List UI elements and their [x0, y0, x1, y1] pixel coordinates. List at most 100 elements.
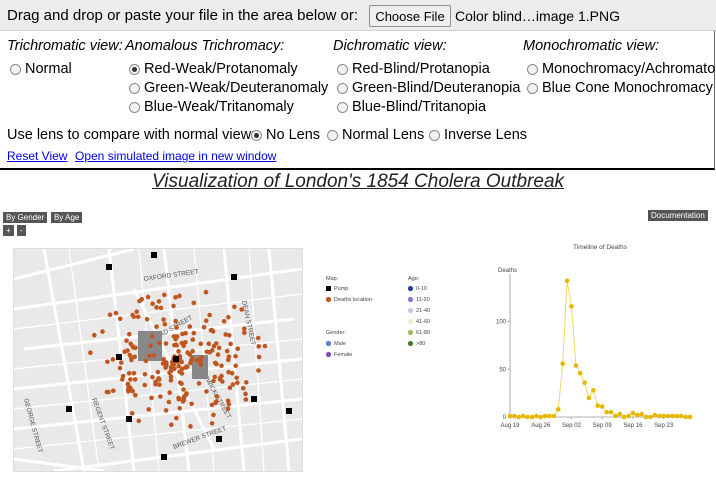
death-marker — [198, 360, 203, 366]
death-marker — [226, 314, 231, 320]
radio-tritanomaly[interactable]: Blue-Weak/Tritanomaly — [129, 98, 294, 116]
death-marker — [163, 341, 169, 346]
data-point — [599, 404, 605, 409]
death-marker — [134, 309, 139, 314]
death-marker — [235, 380, 240, 386]
death-marker — [142, 382, 148, 388]
legend-swatch — [325, 351, 332, 358]
data-point — [683, 414, 688, 420]
death-marker — [125, 387, 131, 392]
data-point — [626, 413, 631, 419]
radio-protanomaly[interactable]: Red-Weak/Protanomaly — [129, 60, 298, 78]
death-marker — [157, 382, 162, 387]
pump-marker — [106, 264, 112, 270]
radio-achromatopsia-button[interactable] — [527, 63, 538, 75]
by-gender-button[interactable]: By Gender — [3, 212, 48, 223]
legend-gender-item: Female — [334, 352, 352, 358]
radio-tritanopia-button[interactable] — [337, 101, 348, 113]
death-marker — [179, 371, 185, 376]
by-age-button[interactable]: By Age — [51, 212, 83, 223]
death-marker — [155, 369, 161, 375]
death-marker — [229, 371, 235, 376]
documentation-button[interactable]: Documentation — [648, 210, 708, 221]
death-marker — [176, 349, 181, 354]
death-marker — [168, 378, 174, 383]
data-point — [564, 278, 570, 283]
radio-blue-cone-button[interactable] — [527, 82, 538, 94]
radio-deuteranomaly-button[interactable] — [129, 82, 140, 94]
death-marker — [188, 360, 193, 366]
death-marker — [167, 390, 172, 395]
death-marker — [100, 329, 105, 334]
death-marker — [225, 406, 231, 412]
death-marker — [137, 298, 142, 304]
death-marker — [220, 379, 225, 384]
death-marker — [230, 382, 236, 387]
open-image-link[interactable]: Open simulated image in new window — [75, 149, 277, 163]
death-marker — [169, 367, 174, 373]
radio-deuteranopia[interactable]: Green-Blind/Deuteranopia — [337, 79, 520, 97]
death-marker — [171, 303, 176, 309]
zoom-out-button[interactable]: - — [17, 225, 26, 236]
death-marker — [154, 305, 159, 310]
death-marker — [153, 379, 158, 385]
death-marker — [143, 358, 149, 364]
series-line — [510, 280, 690, 418]
death-marker — [177, 293, 182, 299]
radio-tritanomaly-label: Blue-Weak/Tritanomaly — [144, 99, 294, 115]
data-point — [560, 361, 565, 366]
radio-tritanomaly-button[interactable] — [129, 101, 140, 113]
data-point — [652, 412, 658, 418]
death-marker — [180, 399, 186, 404]
death-marker — [156, 299, 162, 304]
radio-no-lens[interactable]: No Lens — [251, 126, 320, 144]
radio-normal-button[interactable] — [10, 63, 21, 75]
radio-blue-cone[interactable]: Blue Cone Monochromacy — [527, 79, 713, 97]
x-tick-label: Sep 02 — [562, 423, 582, 429]
legend-age-item: >80 — [416, 341, 425, 347]
radio-achromatopsia-label: Monochromacy/Achromatopsia — [542, 61, 716, 77]
death-marker — [209, 327, 215, 333]
radio-normal[interactable]: Normal — [10, 60, 72, 78]
choose-file-button[interactable]: Choose File — [369, 5, 451, 27]
data-point — [639, 411, 644, 417]
data-point — [657, 413, 662, 419]
chart-ylabel: Deaths — [498, 268, 517, 274]
death-marker — [196, 381, 202, 386]
radio-normal-lens-button[interactable] — [327, 129, 338, 141]
street-label: OXFORD STREET — [143, 268, 199, 283]
radio-no-lens-button[interactable] — [251, 129, 262, 141]
x-tick-label: Sep 23 — [654, 423, 674, 429]
cholera-map[interactable]: OXFORD STREET DEAN STREET REGENT STREET GEO… — [13, 248, 303, 472]
pump-marker — [251, 396, 257, 402]
data-point — [573, 363, 579, 368]
death-marker — [190, 348, 195, 354]
monochromatic-heading: Monochromatic view: — [523, 38, 660, 54]
radio-inverse-lens-button[interactable] — [429, 129, 440, 141]
death-marker — [241, 385, 246, 391]
death-marker — [169, 422, 174, 427]
death-marker — [92, 332, 97, 338]
radio-achromatopsia[interactable]: Monochromacy/Achromatopsia — [527, 60, 716, 78]
radio-protanopia-button[interactable] — [337, 63, 348, 75]
death-marker — [149, 334, 155, 339]
pump-marker — [231, 274, 237, 280]
death-marker — [110, 357, 116, 362]
legend-age-item: 0-10 — [416, 286, 427, 292]
radio-inverse-lens[interactable]: Inverse Lens — [429, 126, 527, 144]
radio-normal-label: Normal — [25, 61, 72, 77]
legend-swatch — [407, 285, 414, 292]
death-marker — [136, 418, 142, 424]
death-marker — [124, 338, 129, 343]
radio-tritanopia[interactable]: Blue-Blind/Tritanopia — [337, 98, 486, 116]
radio-normal-lens[interactable]: Normal Lens — [327, 126, 424, 144]
view-options-panel: Trichromatic view: Anomalous Trichromacy… — [0, 31, 716, 170]
death-marker — [227, 385, 233, 390]
death-marker — [233, 353, 238, 359]
reset-view-link[interactable]: Reset View — [7, 149, 68, 163]
radio-deuteranomaly[interactable]: Green-Weak/Deuteranomaly — [129, 79, 328, 97]
radio-protanopia[interactable]: Red-Blind/Protanopia — [337, 60, 490, 78]
zoom-in-button[interactable]: + — [3, 225, 14, 236]
radio-deuteranopia-button[interactable] — [337, 82, 348, 94]
radio-protanomaly-button[interactable] — [129, 63, 140, 75]
